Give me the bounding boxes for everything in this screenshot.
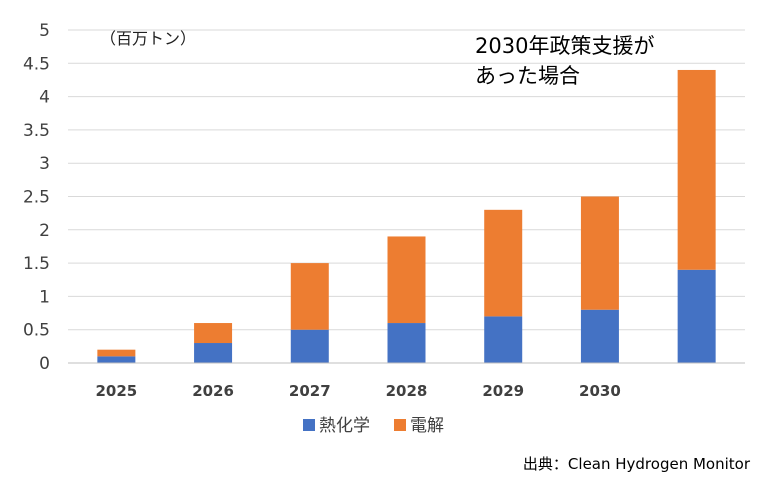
x-tick-label: 2029 — [482, 382, 524, 400]
unit-label: （百万トン） — [100, 29, 196, 48]
x-tick-label: 2026 — [192, 382, 234, 400]
y-tick-label: 2 — [39, 221, 50, 241]
gridlines — [68, 29, 745, 331]
y-tick-label: 5 — [39, 21, 50, 41]
bar-thermochemical — [677, 269, 716, 363]
bar-thermochemical — [484, 316, 523, 363]
legend-label-electrolysis: 電解 — [410, 416, 444, 436]
source-note: 出典：Clean Hydrogen Monitor — [523, 455, 751, 473]
y-tick-label: 3.5 — [23, 121, 50, 141]
bar-electrolysis — [387, 236, 426, 324]
bar-electrolysis — [580, 196, 619, 310]
x-axis-ticks: 2025 2026 2027 2028 2029 2030 — [95, 382, 620, 400]
x-tick-label: 2025 — [95, 382, 137, 400]
y-tick-label: 0.5 — [23, 321, 50, 341]
bar-electrolysis — [484, 209, 523, 317]
bar-electrolysis — [194, 323, 233, 344]
x-tick-label: 2028 — [386, 382, 428, 400]
legend-label-thermochemical: 熱化学 — [319, 416, 370, 436]
y-tick-label: 4.5 — [23, 54, 50, 74]
y-tick-label: 2.5 — [23, 188, 50, 208]
bars — [97, 69, 716, 363]
y-tick-label: 1.5 — [23, 254, 50, 274]
bar-thermochemical — [387, 323, 426, 363]
annotation-line-1: 2030年政策支援が — [475, 34, 654, 58]
x-tick-label: 2030 — [579, 382, 621, 400]
bar-thermochemical — [194, 343, 233, 363]
bar-thermochemical — [580, 309, 619, 363]
y-tick-label: 3 — [39, 154, 50, 174]
legend-swatch-electrolysis — [394, 419, 406, 431]
x-tick-label: 2027 — [289, 382, 331, 400]
bar-electrolysis — [290, 263, 329, 330]
y-tick-label: 1 — [39, 287, 50, 307]
legend: 熱化学 電解 — [303, 416, 444, 436]
bar-electrolysis — [97, 349, 136, 357]
y-tick-label: 4 — [39, 88, 50, 108]
legend-swatch-thermochemical — [303, 419, 315, 431]
bar-thermochemical — [290, 329, 329, 363]
bar-electrolysis — [677, 69, 716, 270]
y-tick-label: 0 — [39, 354, 50, 374]
y-axis-ticks: 0 0.5 1 1.5 2 2.5 3 3.5 4 4.5 5 — [23, 21, 50, 374]
bar-thermochemical — [97, 356, 136, 363]
annotation-line-2: あった場合 — [475, 64, 580, 88]
